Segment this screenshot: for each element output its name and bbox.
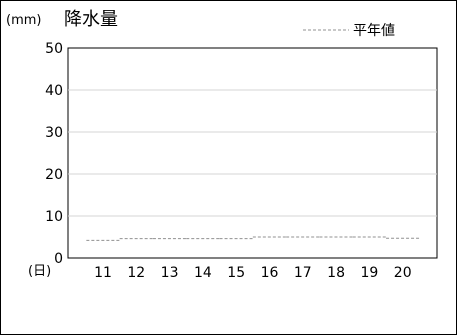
plot-area [67,47,438,259]
y-tick-label: 10 [45,209,63,225]
x-tick-label: 19 [360,265,378,281]
y-tick-label: 0 [54,251,63,267]
y-tick-label: 30 [45,125,63,141]
y-tick-label: 50 [45,41,63,57]
y-axis: 0 10 20 30 40 50 [45,41,63,267]
x-tick-label: 17 [294,265,312,281]
unit-label: (mm) [6,13,41,28]
x-axis: 11 12 13 14 15 16 17 18 19 20 [94,265,412,281]
y-tick-label: 40 [45,83,63,99]
series-group [86,236,420,241]
x-tick-label: 14 [194,265,212,281]
x-unit-label: (日) [28,264,51,279]
x-tick-label: 15 [227,265,245,281]
x-tick-label: 11 [94,265,112,281]
gridlines [68,89,437,217]
x-tick-label: 16 [261,265,279,281]
x-tick-label: 20 [394,265,412,281]
x-tick-label: 12 [127,265,145,281]
x-tick-label: 18 [327,265,345,281]
legend-label: 平年値 [353,23,395,39]
chart-title: 降水量 [64,9,118,30]
x-tick-label: 13 [161,265,179,281]
y-tick-label: 20 [45,167,63,183]
